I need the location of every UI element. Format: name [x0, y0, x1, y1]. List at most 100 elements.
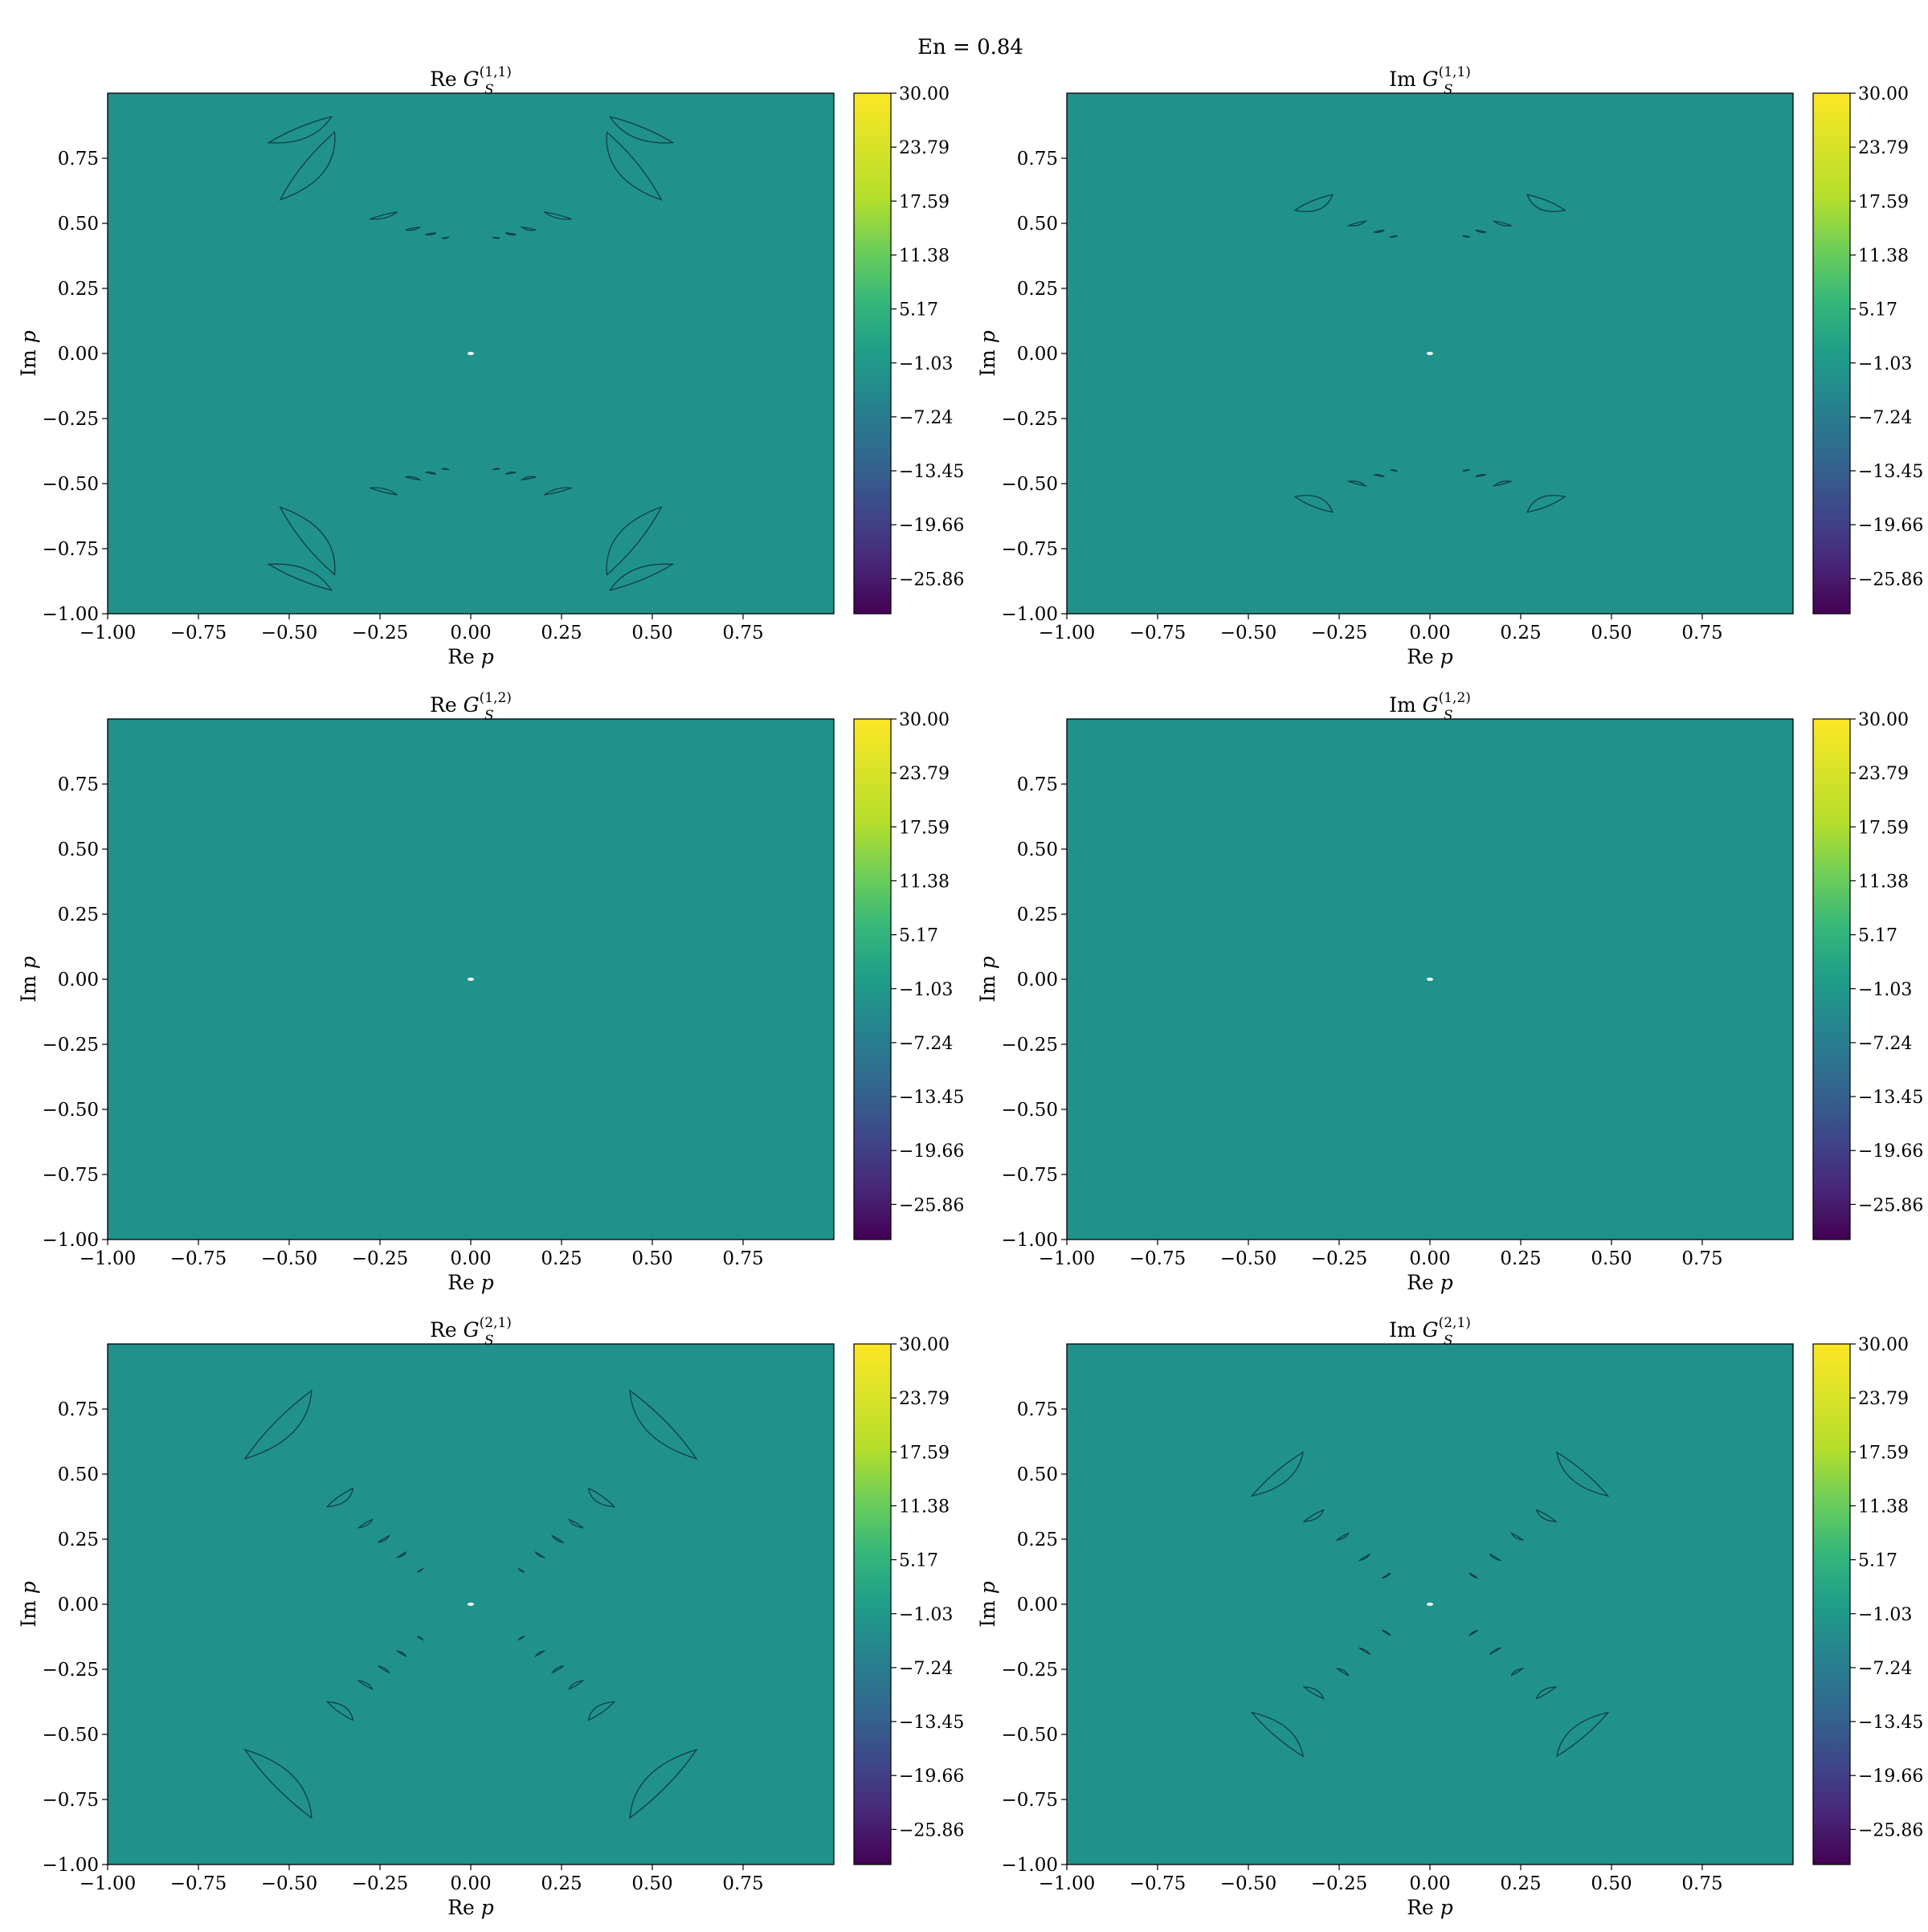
colorbar-tick-label: 30.00 [1858, 710, 1909, 730]
x-tick-label: −0.75 [1129, 1873, 1186, 1894]
x-tick-label: −0.25 [352, 1248, 408, 1269]
x-tick-label: 0.25 [1500, 1248, 1541, 1269]
contour-line [395, 1650, 407, 1657]
y-tick-label: 0.25 [58, 905, 99, 925]
x-tick-label: 0.00 [1409, 623, 1450, 643]
panel-title: Im G(2,1) S [1389, 1315, 1471, 1349]
x-tick-label: 0.25 [541, 623, 582, 643]
contour-line [1335, 1668, 1350, 1677]
contour-line [504, 232, 517, 236]
colorbar-gradient [854, 719, 891, 1240]
x-tick-label: 0.75 [722, 623, 763, 643]
contour-line [441, 468, 450, 471]
colorbar-frame [853, 718, 892, 1240]
y-tick-label: 0.50 [58, 839, 99, 860]
colorbar-tick-label: 17.59 [899, 818, 950, 838]
colorbar-tick-label: 11.38 [1858, 1497, 1909, 1517]
colorbar-tick-label: 30.00 [899, 710, 950, 730]
y-tick-label: −1.00 [43, 604, 99, 625]
x-tick-label: 0.00 [450, 1248, 491, 1269]
contour-line [492, 236, 500, 239]
x-tick-label: 0.00 [1409, 1873, 1450, 1894]
y-axis-label: Im p [976, 1581, 999, 1628]
y-tick-label: −0.50 [1002, 474, 1058, 495]
y-tick-label: −0.75 [43, 1165, 99, 1186]
x-tick-label: 0.00 [450, 1873, 491, 1894]
colorbar-frame [1812, 92, 1851, 615]
contour-line [504, 471, 517, 475]
panel-row2-left: −1.00 −0.75 −0.50 −0.25 0.00 0.25 0.50 0.75 −1.0… [17, 690, 964, 1294]
contour-line [1526, 495, 1566, 513]
x-tick-label: −0.50 [1220, 1873, 1276, 1894]
contour-line [1250, 1451, 1304, 1497]
contour-line [568, 1680, 585, 1690]
contour-line [441, 236, 450, 239]
x-tick-label: 0.50 [631, 623, 672, 643]
contour-line [608, 563, 675, 591]
y-tick-label: 0.75 [1017, 774, 1058, 795]
x-tick-label: 0.75 [1681, 1248, 1722, 1269]
contour-line [378, 1534, 390, 1543]
colorbar-tick-label: −25.86 [899, 1195, 964, 1215]
y-tick-label: 0.25 [1017, 905, 1058, 925]
colorbar: 30.00 23.79 17.59 11.38 5.17 −1.03 −7.24 −13.45… [1812, 710, 1923, 1240]
contour-line [370, 211, 398, 220]
colorbar-tick-label: 30.00 [1858, 1335, 1909, 1355]
x-tick-label: −1.00 [80, 1873, 136, 1894]
colorbar-tick-label: −13.45 [1858, 462, 1923, 482]
x-tick-label: −0.75 [170, 1873, 227, 1894]
x-tick-label: −0.25 [352, 1873, 408, 1894]
origin-marker [468, 978, 474, 981]
colorbar-tick-label: 17.59 [899, 1443, 950, 1463]
colorbar-tick-label: −25.86 [899, 570, 964, 590]
y-tick-label: −0.25 [1002, 1660, 1058, 1681]
colorbar: 30.00 23.79 17.59 11.38 5.17 −1.03 −7.24 −13.45… [853, 84, 964, 615]
colorbar-tick-label: −19.66 [1858, 1767, 1923, 1787]
x-tick-label: −0.75 [170, 623, 227, 643]
x-tick-label: 0.75 [1681, 1873, 1722, 1894]
x-tick-label: −0.75 [1129, 1248, 1186, 1269]
y-tick-label: 0.50 [58, 1464, 99, 1485]
x-tick-label: 0.25 [541, 1873, 582, 1894]
contour-line [416, 1567, 424, 1573]
contour-line [267, 116, 333, 144]
colorbar-tick-label: 17.59 [1858, 1443, 1909, 1463]
contour-line [629, 1389, 698, 1460]
colorbar-tick-label: 5.17 [899, 926, 938, 946]
panel-title: Im G(1,2) S [1389, 690, 1471, 724]
origin-marker [1427, 352, 1433, 355]
contour-line [357, 1680, 374, 1690]
panel-row3-left: −1.00 −0.75 −0.50 −0.25 0.00 0.25 0.50 0.75 −1.0… [17, 1315, 964, 1919]
contour-line [1390, 235, 1398, 238]
colorbar-gradient [1813, 719, 1850, 1240]
colorbar-tick-label: 23.79 [899, 138, 950, 158]
y-tick-label: 0.50 [58, 214, 99, 235]
colorbar-tick-label: 23.79 [1858, 1389, 1909, 1409]
contour-line [520, 476, 537, 480]
colorbar-tick-label: 11.38 [899, 246, 950, 266]
contour-line [1390, 469, 1398, 472]
colorbar-tick-label: −13.45 [899, 462, 964, 482]
x-tick-label: 0.75 [722, 1873, 763, 1894]
colorbar-tick-label: −1.03 [1858, 1605, 1912, 1625]
contour-line [243, 1749, 312, 1820]
contour-line [534, 1650, 546, 1657]
y-tick-label: 0.50 [1017, 1464, 1058, 1485]
x-axis-label: Re p [1407, 1896, 1453, 1919]
x-tick-label: −0.50 [1220, 1248, 1276, 1269]
contour-line [279, 506, 336, 576]
x-tick-label: −0.25 [1311, 1873, 1367, 1894]
colorbar: 30.00 23.79 17.59 11.38 5.17 −1.03 −7.24 −13.45… [853, 1335, 964, 1865]
colorbar: 30.00 23.79 17.59 11.38 5.17 −1.03 −7.24 −13.45… [1812, 1335, 1923, 1865]
contour-line [325, 1487, 354, 1508]
contour-line [1335, 1532, 1350, 1541]
colorbar-gradient [854, 93, 891, 614]
contour-line [1462, 469, 1470, 472]
contour-line [1382, 1629, 1391, 1636]
x-tick-label: 0.00 [450, 623, 491, 643]
y-tick-label: −0.25 [43, 409, 99, 430]
colorbar-tick-label: −7.24 [899, 1659, 953, 1679]
colorbar-tick-label: −1.03 [899, 1605, 953, 1625]
colorbar-tick-label: −1.03 [1858, 980, 1912, 1000]
colorbar-tick-label: 11.38 [1858, 872, 1909, 892]
